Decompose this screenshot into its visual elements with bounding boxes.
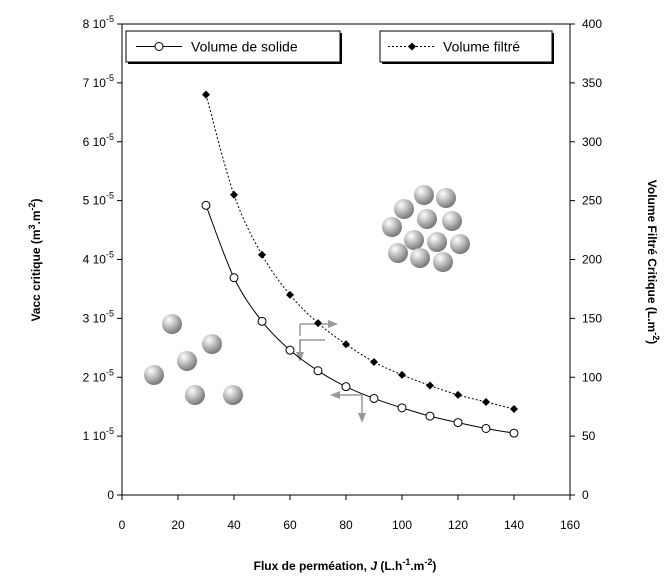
point-volume-filtre	[202, 90, 210, 99]
arrow-head-right	[328, 320, 338, 328]
y-right-tick-label: 400	[582, 17, 602, 31]
point-volume-filtre	[258, 250, 266, 259]
point-volume-solide	[285, 345, 295, 355]
x-tick-label: 40	[227, 518, 241, 532]
y-right-axis-title: Volume Filtré Critique (L.m-2)	[645, 180, 661, 344]
legend: Volume de solide Volume filtré	[125, 30, 554, 64]
point-volume-solide	[481, 423, 491, 433]
particle-sphere	[410, 248, 430, 268]
point-volume-filtre	[398, 370, 406, 379]
point-volume-solide	[453, 418, 463, 428]
particle-sphere	[427, 232, 447, 252]
y-left-tick-label: 8 10-5	[83, 14, 114, 31]
particle-sphere	[162, 314, 182, 334]
y-right-tick-label: 100	[582, 370, 602, 384]
point-volume-solide	[201, 200, 211, 210]
point-volume-solide	[341, 382, 351, 392]
particle-sphere	[177, 351, 197, 371]
point-volume-filtre	[482, 397, 490, 406]
x-tick-label: 140	[504, 518, 524, 532]
point-volume-solide	[509, 428, 519, 438]
particle-sphere	[436, 188, 456, 208]
point-volume-solide	[369, 393, 379, 403]
y-left-tick-label: 4 10-5	[83, 250, 114, 267]
legend-label: Volume filtré	[443, 39, 520, 55]
y-right-tick-label: 0	[582, 488, 589, 502]
x-tick-label: 100	[392, 518, 412, 532]
y-right-tick-label: 150	[582, 311, 602, 325]
particle-sphere	[394, 199, 414, 219]
x-tick-label: 60	[283, 518, 297, 532]
point-volume-solide	[229, 273, 239, 283]
axes	[121, 23, 571, 496]
point-volume-filtre	[314, 319, 322, 328]
point-volume-solide	[425, 411, 435, 421]
particle-sphere	[414, 185, 434, 205]
point-volume-filtre	[426, 381, 434, 390]
particle-sphere	[223, 385, 243, 405]
point-volume-filtre	[510, 405, 518, 414]
y-left-tick-label: 0	[107, 488, 114, 502]
particle-sphere	[450, 234, 470, 254]
y-left-tick-label: 7 10-5	[83, 73, 114, 90]
y-left-tick-label: 6 10-5	[83, 132, 114, 149]
x-tick-label: 80	[339, 518, 353, 532]
series-line-1	[205, 94, 515, 410]
y-left-tick-label: 5 10-5	[83, 191, 114, 208]
point-volume-filtre	[370, 357, 378, 366]
arrow-head-down	[358, 413, 366, 423]
ticks: 0 20 40 60 80 100 120 140 160 0 1 10-5 2 10-5 3 10-5…	[83, 14, 603, 532]
series-layer	[201, 90, 519, 438]
point-volume-filtre	[286, 290, 294, 299]
point-volume-filtre	[342, 340, 350, 349]
y-right-tick-label: 250	[582, 194, 602, 208]
point-volume-filtre	[454, 390, 462, 399]
y-left-axis-title: Vacc critique (m3.m-2)	[27, 198, 43, 321]
particle-sphere	[404, 230, 424, 250]
y-left-tick-label: 2 10-5	[83, 367, 114, 384]
point-volume-filtre	[230, 190, 238, 199]
y-right-tick-label: 300	[582, 135, 602, 149]
point-volume-solide	[397, 403, 407, 413]
x-tick-label: 120	[448, 518, 468, 532]
legend-marker	[154, 42, 164, 51]
y-right-tick-label: 50	[582, 429, 596, 443]
point-volume-solide	[313, 366, 323, 376]
legend-marker	[408, 42, 416, 51]
legend-label: Volume de solide	[191, 39, 298, 55]
particle-sphere	[442, 211, 462, 231]
x-tick-label: 0	[119, 518, 126, 532]
x-tick-label: 160	[560, 518, 580, 532]
y-right-tick-label: 200	[582, 253, 602, 267]
particle-sphere	[185, 385, 205, 405]
decorations	[144, 185, 470, 423]
arrow-head-down	[296, 352, 304, 362]
arrow-corner	[299, 339, 325, 360]
particle-sphere	[417, 209, 437, 229]
particle-sphere	[382, 217, 402, 237]
y-right-tick-label: 350	[582, 76, 602, 90]
point-volume-solide	[257, 316, 267, 326]
arrow-head-left	[330, 391, 340, 399]
plot-frame	[121, 23, 571, 496]
particle-sphere	[388, 243, 408, 263]
particle-sphere	[144, 365, 164, 385]
x-axis-title: Flux de perméation, J (L.h-1.m-2)	[254, 557, 437, 573]
y-left-tick-label: 3 10-5	[83, 308, 114, 325]
particle-sphere	[433, 252, 453, 272]
y-left-tick-label: 1 10-5	[83, 426, 114, 443]
particle-sphere	[202, 334, 222, 354]
x-tick-label: 20	[171, 518, 185, 532]
